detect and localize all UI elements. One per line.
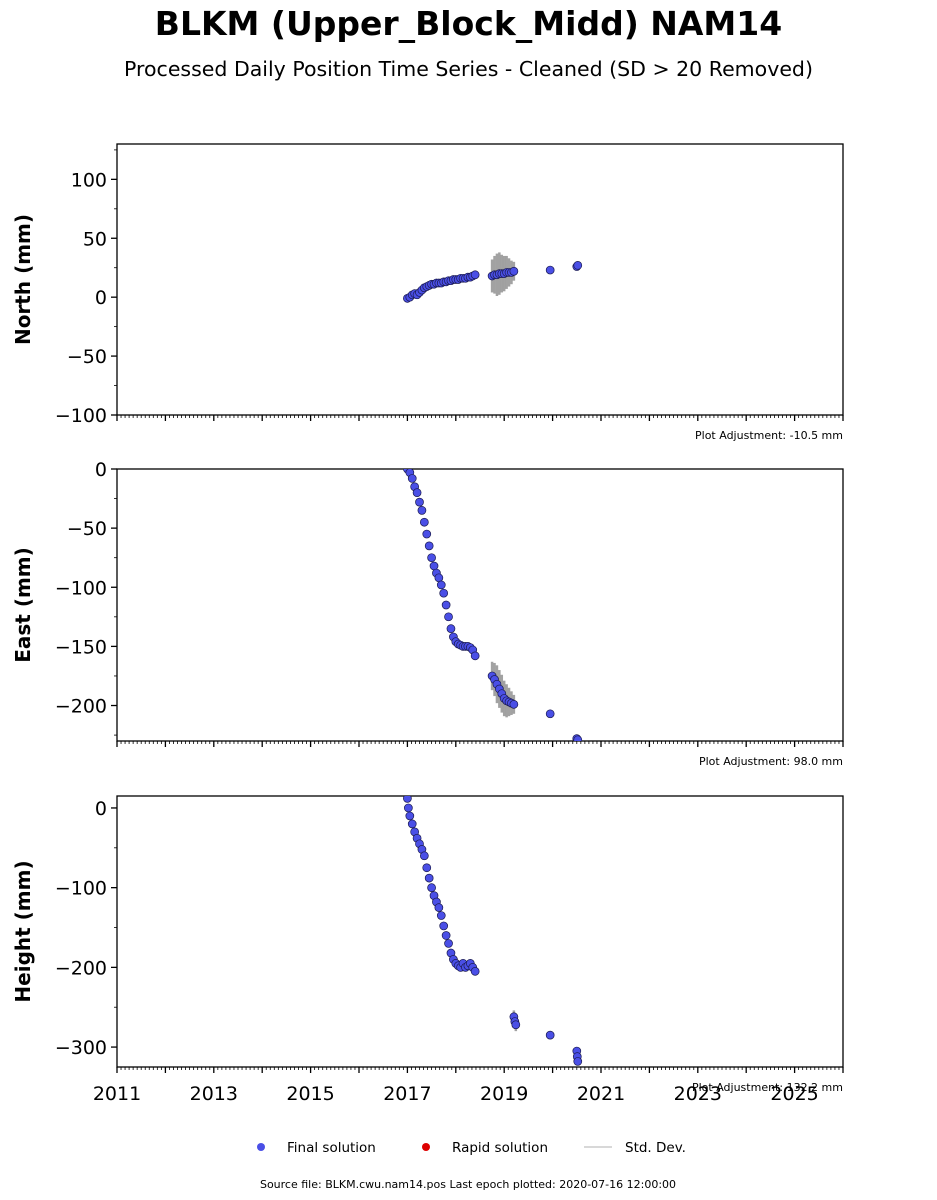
final-solution-point — [444, 939, 453, 948]
legend-rapid-label: Rapid solution — [452, 1140, 548, 1156]
final-solution-point — [405, 811, 415, 821]
east-plot-adjustment: Plot Adjustment: 98.0 mm — [699, 755, 843, 768]
final-solution-point — [436, 911, 446, 920]
final-solution-point — [403, 796, 412, 803]
final-solution-point — [470, 967, 480, 976]
y-tick-label: 0 — [95, 287, 107, 309]
final-solution-point — [412, 488, 422, 498]
source-note: Source file: BLKM.cwu.nam14.pos Last epo… — [260, 1178, 676, 1191]
final-solution-point — [417, 506, 427, 515]
x-tick-label: 2025 — [770, 1083, 818, 1105]
y-tick-label: 100 — [71, 169, 107, 191]
final-solution-point — [415, 497, 424, 507]
final-solution-point — [404, 803, 413, 813]
final-solution-point — [444, 612, 453, 622]
final-solution-point — [545, 265, 555, 275]
final-solution-point — [470, 651, 480, 661]
east-ylabel: East (mm) — [11, 547, 35, 663]
final-solution-point — [434, 903, 444, 912]
final-solution-point — [436, 580, 446, 590]
final-solution-point — [441, 931, 451, 940]
y-tick-label: −50 — [67, 346, 107, 368]
final-solution-point — [422, 529, 432, 539]
y-tick-label: 0 — [95, 459, 107, 481]
final-solution-point — [545, 709, 555, 719]
height-data — [403, 796, 583, 1066]
final-solution-point — [419, 851, 429, 861]
chart-subtitle: Processed Daily Position Time Series - C… — [124, 57, 813, 81]
north-axes-frame — [116, 143, 844, 416]
final-solution-point — [446, 624, 456, 634]
y-tick-label: 0 — [95, 798, 107, 820]
final-solution-point — [470, 270, 480, 280]
final-solution-point — [419, 517, 429, 527]
final-solution-point — [439, 921, 449, 931]
east-axes-frame — [116, 468, 844, 742]
y-tick-label: −100 — [55, 405, 107, 427]
y-tick-label: 50 — [83, 228, 107, 250]
y-tick-label: −150 — [55, 636, 107, 658]
final-solution-point — [407, 474, 417, 483]
height-plot-adjustment: Plot Adjustment: 132.2 mm — [692, 1081, 843, 1094]
east-data — [403, 469, 583, 741]
north-ylabel: North (mm) — [11, 214, 35, 345]
final-solution-point — [573, 735, 583, 741]
y-tick-label: −200 — [55, 696, 107, 718]
final-solution-point — [424, 873, 434, 883]
legend-final-label: Final solution — [287, 1140, 376, 1156]
final-solution-point — [427, 883, 436, 893]
final-solution-point — [573, 261, 583, 270]
final-solution-point — [439, 588, 449, 598]
y-tick-label: −100 — [55, 878, 107, 900]
legend-final-marker — [257, 1143, 265, 1151]
legend-rapid-marker — [422, 1143, 430, 1151]
final-solution-point — [407, 819, 417, 829]
north-plot-adjustment: Plot Adjustment: -10.5 mm — [695, 429, 843, 442]
height-ylabel: Height (mm) — [11, 860, 35, 1002]
y-tick-label: −100 — [55, 577, 107, 599]
final-solution-point — [424, 541, 434, 551]
final-solution-point — [422, 863, 432, 873]
x-tick-label: 2013 — [190, 1083, 238, 1105]
final-solution-point — [511, 1020, 521, 1030]
y-tick-label: −50 — [67, 518, 107, 540]
final-solution-point — [545, 1030, 555, 1040]
x-tick-label: 2015 — [286, 1083, 334, 1105]
north-data — [403, 252, 583, 303]
height-panel: 0 −100 −200 −300 Height (mm) Plot Adjustment:… — [11, 795, 844, 1105]
x-tick-label: 2011 — [93, 1083, 141, 1105]
y-tick-label: −200 — [55, 957, 107, 979]
y-tick-label: −300 — [55, 1037, 107, 1059]
final-solution-point — [573, 1057, 583, 1066]
x-tick-label: 2017 — [383, 1083, 431, 1105]
chart-legend: Final solution Rapid solution Std. Dev. — [257, 1140, 686, 1156]
final-solution-point — [427, 553, 436, 563]
x-tick-label: 2021 — [577, 1083, 625, 1105]
plot-panels: 100 50 0 −50 −100 North (mm) Plot Adjustment: … — [11, 143, 844, 1105]
final-solution-point — [441, 600, 451, 610]
chart-title: BLKM (Upper_Block_Midd) NAM14 — [154, 4, 783, 43]
x-tick-label: 2023 — [674, 1083, 722, 1105]
final-solution-point — [509, 266, 519, 276]
height-axes-frame — [116, 795, 844, 1068]
north-panel: 100 50 0 −50 −100 North (mm) Plot Adjustment: … — [11, 143, 844, 442]
legend-stddev-label: Std. Dev. — [625, 1140, 686, 1156]
east-panel: 0 −50 −100 −150 −200 East (mm) Plot Adjustment… — [11, 459, 844, 768]
final-solution-point — [509, 699, 519, 709]
x-tick-label: 2019 — [480, 1083, 528, 1105]
